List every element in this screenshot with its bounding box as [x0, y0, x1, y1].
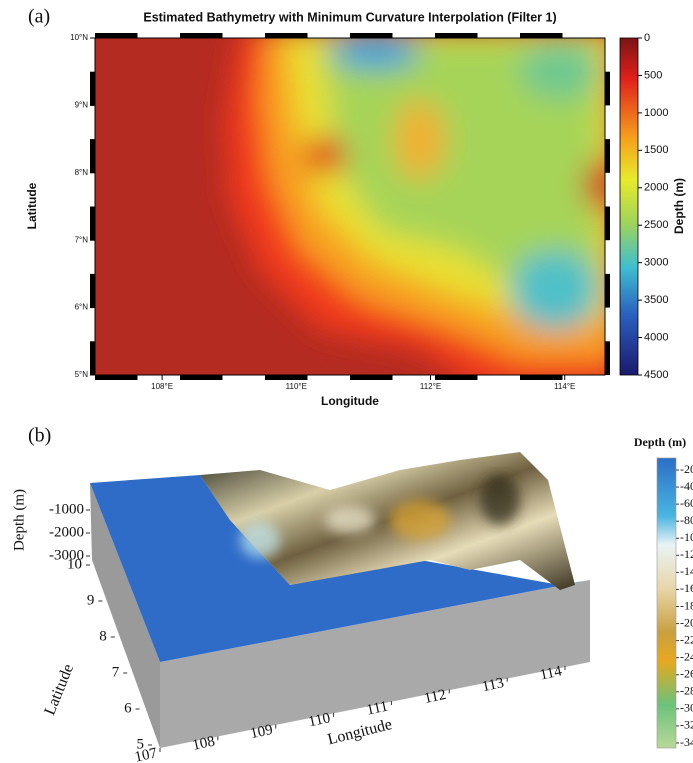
- y-tick-label: 7: [112, 664, 120, 680]
- colorbar-tick-label: 1500: [644, 144, 668, 156]
- x-tick-label: 110: [307, 710, 332, 730]
- frame-segment: [180, 33, 223, 38]
- colorbar-tick-label: -2000: [680, 615, 693, 629]
- panel-a: (a) Estimated Bathymetry with Minimum Cu…: [25, 6, 686, 409]
- z-tick-label: -2000: [49, 524, 84, 540]
- colorbar-label: Depth (m): [634, 435, 686, 449]
- colorbar-tick-label: -2600: [680, 667, 693, 681]
- y-tick-label: 9°N: [75, 101, 89, 110]
- panel-label: (b): [28, 425, 51, 447]
- y-axis-label: Latitude: [41, 662, 77, 718]
- colorbar-tick-label: 2500: [644, 219, 668, 231]
- colorbar-label: Depth (m): [672, 178, 686, 234]
- y-tick-label: 10°N: [70, 33, 88, 42]
- panel-label: (a): [28, 6, 50, 28]
- colorbar-tick-label: 4000: [644, 331, 668, 343]
- colorbar-tick-label: -2800: [680, 684, 693, 698]
- z-tick-label: -3000: [49, 547, 84, 563]
- colorbar: [620, 38, 638, 375]
- panel-b: (b) 1071081091101111121131145678910-1000…: [11, 425, 693, 763]
- colorbar-tick-label: 2000: [644, 182, 668, 194]
- frame-segment: [435, 33, 478, 38]
- colorbar-tick-label: 500: [644, 69, 662, 81]
- y-tick-label: 8: [99, 628, 107, 644]
- colorbar-tick-label: 1000: [644, 107, 668, 119]
- y-tick-label: 5: [137, 736, 145, 752]
- frame-segment: [350, 33, 393, 38]
- frame-segment: [95, 33, 138, 38]
- y-tick-label: 6°N: [75, 303, 89, 312]
- frame-segment: [90, 139, 95, 173]
- colorbar-tick-label: 3000: [644, 257, 668, 269]
- x-tick-label: 114°E: [554, 382, 575, 391]
- figure: (a) Estimated Bathymetry with Minimum Cu…: [0, 0, 693, 763]
- colorbar: [657, 458, 676, 748]
- colorbar-tick-label: -2400: [680, 649, 693, 663]
- y-tick-label: 5°N: [75, 370, 89, 379]
- frame-segment: [265, 33, 308, 38]
- x-tick-label: 112°E: [420, 382, 441, 391]
- colorbar-tick-label: -400: [680, 479, 693, 493]
- x-tick-label: 113: [481, 675, 506, 695]
- frame-segment: [605, 207, 610, 241]
- frame-segment: [265, 375, 308, 380]
- frame-segment: [90, 341, 95, 375]
- x-tick-label: 108°E: [151, 382, 173, 391]
- z-tick-label: -1000: [49, 501, 84, 517]
- colorbar-tick-label: -3200: [680, 718, 693, 732]
- z-axis-label: Depth (m): [11, 489, 27, 551]
- colorbar-tick-label: -800: [680, 513, 693, 527]
- x-axis-label: Longitude: [326, 716, 394, 748]
- x-tick-label: 109: [249, 722, 274, 742]
- frame-segment: [605, 341, 610, 375]
- y-tick-label: 7°N: [75, 235, 89, 244]
- frame-segment: [520, 33, 563, 38]
- frame-segment: [95, 375, 138, 380]
- colorbar-tick-label: -1200: [680, 547, 693, 561]
- colorbar-tick-label: 4500: [644, 369, 668, 381]
- colorbar-tick-label: -1000: [680, 530, 693, 544]
- y-tick-label: 8°N: [75, 168, 89, 177]
- y-axis-label: Latitude: [25, 182, 39, 229]
- y-tick-label: 9: [87, 592, 95, 608]
- frame-segment: [605, 274, 610, 308]
- frame-segment: [90, 207, 95, 241]
- frame-segment: [90, 274, 95, 308]
- x-axis-label: Longitude: [321, 394, 379, 408]
- x-tick-label: 114: [538, 663, 563, 683]
- frame-segment: [90, 72, 95, 106]
- frame-segment: [180, 375, 223, 380]
- chart-title: Estimated Bathymetry with Minimum Curvat…: [143, 10, 556, 24]
- colorbar-tick-label: -600: [680, 496, 693, 510]
- colorbar-tick-label: -1400: [680, 564, 693, 578]
- colorbar-tick-label: -3000: [680, 701, 693, 715]
- colorbar-tick-label: 3500: [644, 294, 668, 306]
- y-tick-label: 6: [124, 700, 132, 716]
- colorbar-tick-label: -3400: [680, 735, 693, 749]
- colorbar-tick-label: -1600: [680, 581, 693, 595]
- frame-segment: [605, 139, 610, 173]
- frame-segment: [435, 375, 478, 380]
- frame-segment: [350, 375, 393, 380]
- x-tick-label: 111: [365, 699, 389, 719]
- colorbar-tick-label: -200: [680, 462, 693, 476]
- frame-segment: [605, 72, 610, 106]
- frame-segment: [520, 375, 563, 380]
- colorbar-tick-label: -1800: [680, 598, 693, 612]
- x-tick-label: 112: [423, 687, 448, 707]
- colorbar-tick-label: 0: [644, 32, 650, 44]
- x-tick-label: 110°E: [286, 382, 307, 391]
- heatmap: [95, 30, 620, 390]
- x-tick-label: 108: [191, 734, 216, 754]
- colorbar-tick-label: -2200: [680, 632, 693, 646]
